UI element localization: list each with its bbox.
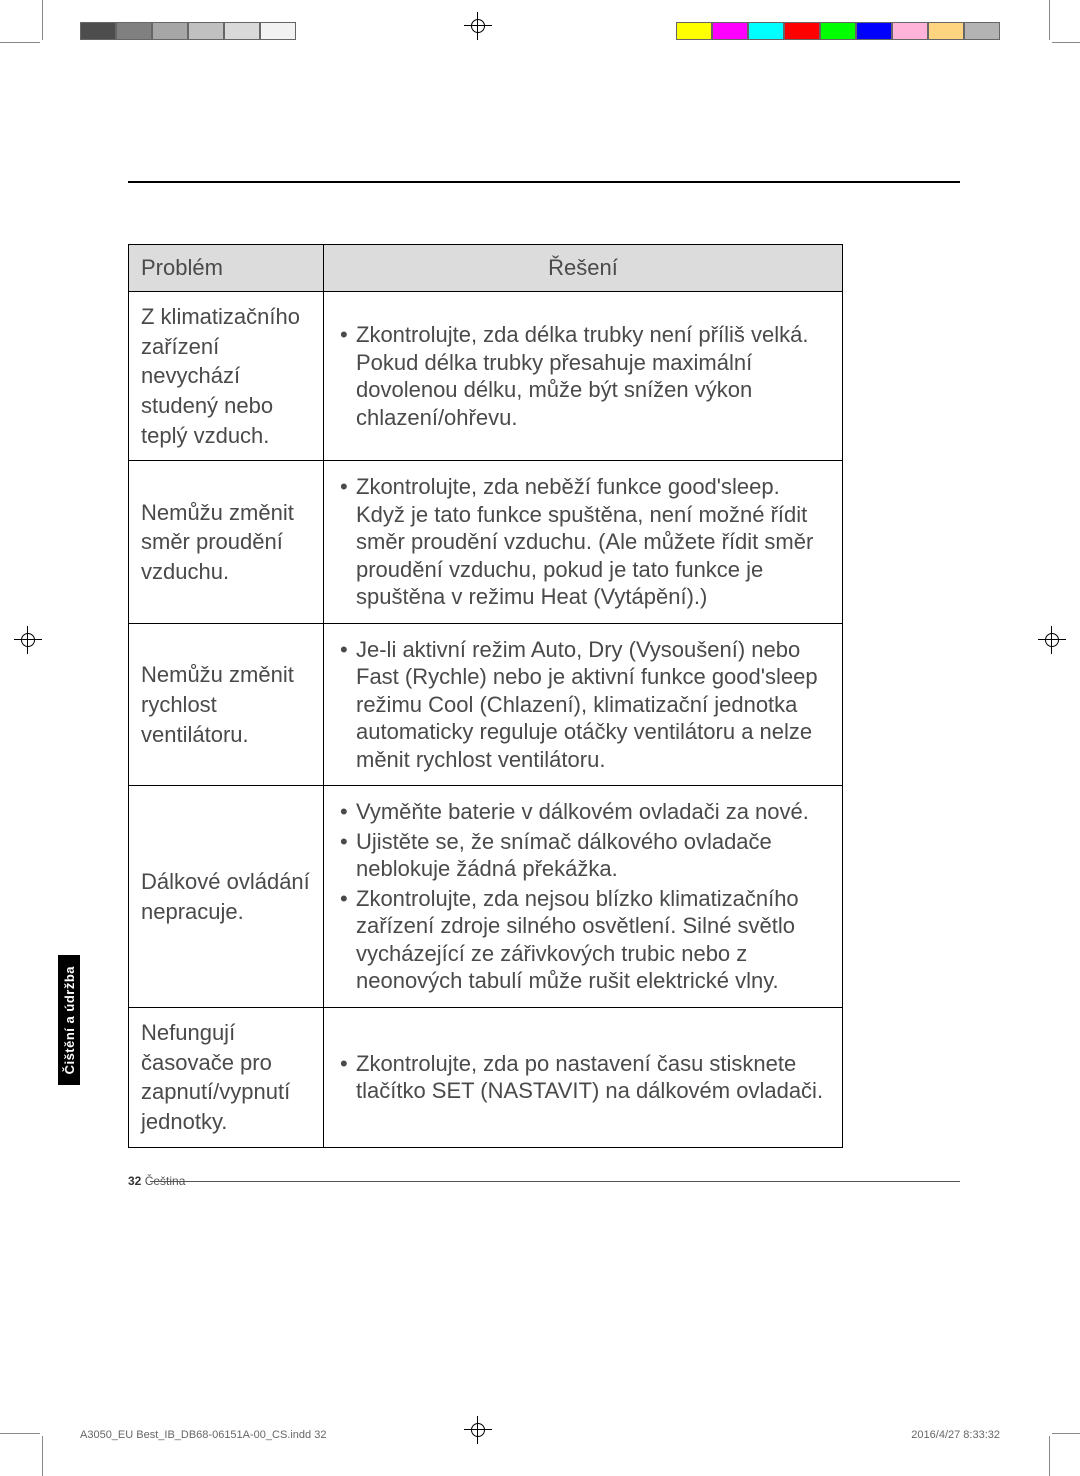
registration-mark-icon [1042, 630, 1062, 650]
registration-mark-icon [468, 16, 488, 36]
problem-cell: Dálkové ovládání nepracuje. [129, 786, 324, 1008]
table-row: Z klimatizačního zařízení nevychází stud… [129, 292, 843, 461]
problem-cell: Nemůžu změnit rychlost ventilátoru. [129, 623, 324, 786]
solution-item: Zkontrolujte, zda délka trubky není příl… [336, 321, 830, 431]
problem-cell: Z klimatizačního zařízení nevychází stud… [129, 292, 324, 461]
header-problem: Problém [129, 245, 324, 292]
footer-timestamp: 2016/4/27 8:33:32 [911, 1429, 1000, 1441]
top-rule [128, 181, 960, 183]
footer-filename: A3050_EU Best_IB_DB68-06151A-00_CS.indd … [80, 1429, 326, 1441]
registration-mark-icon [18, 630, 38, 650]
solution-item: Ujistěte se, že snímač dálkového ovladač… [336, 828, 830, 883]
table-row: Nemůžu změnit směr proudění vzduchu.Zkon… [129, 461, 843, 624]
solution-item: Je-li aktivní režim Auto, Dry (Vysoušení… [336, 636, 830, 774]
solution-item: Vyměňte baterie v dálkovém ovladači za n… [336, 798, 830, 826]
solution-cell: Vyměňte baterie v dálkovém ovladači za n… [324, 786, 843, 1008]
color-swatch [928, 22, 964, 40]
solution-item: Zkontrolujte, zda neběží funkce good'sle… [336, 473, 830, 611]
color-swatch [116, 22, 152, 40]
problem-cell: Nefungují časovače pro zapnutí/vypnutí j… [129, 1007, 324, 1147]
solution-cell: Zkontrolujte, zda délka trubky není příl… [324, 292, 843, 461]
table-row: Dálkové ovládání nepracuje. Vyměňte bater… [129, 786, 843, 1008]
solution-cell: Zkontrolujte, zda neběží funkce good'sle… [324, 461, 843, 624]
header-solution: Řešení [324, 245, 843, 292]
registration-mark-icon [468, 1420, 488, 1440]
color-swatch [676, 22, 712, 40]
color-swatch [260, 22, 296, 40]
side-tab-label: Čištění a údržba [62, 966, 77, 1074]
side-tab: Čištění a údržba [58, 955, 80, 1085]
color-swatch [964, 22, 1000, 40]
color-swatch [820, 22, 856, 40]
table-row: Nefungují časovače pro zapnutí/vypnutí j… [129, 1007, 843, 1147]
solution-item: Zkontrolujte, zda po nastavení času stis… [336, 1050, 830, 1105]
color-bar-left [80, 22, 296, 40]
solution-item: Zkontrolujte, zda nejsou blízko klimatiz… [336, 885, 830, 995]
color-swatch [748, 22, 784, 40]
color-bar-right [676, 22, 1000, 40]
color-swatch [224, 22, 260, 40]
color-swatch [712, 22, 748, 40]
bottom-rule [150, 1181, 960, 1182]
color-swatch [152, 22, 188, 40]
color-swatch [188, 22, 224, 40]
color-swatch [856, 22, 892, 40]
solution-cell: Je-li aktivní režim Auto, Dry (Vysoušení… [324, 623, 843, 786]
troubleshooting-table: Problém Řešení Z klimatizačního zařízení… [128, 244, 843, 1148]
color-swatch [892, 22, 928, 40]
color-swatch [784, 22, 820, 40]
color-swatch [80, 22, 116, 40]
table-row: Nemůžu změnit rychlost ventilátoru.Je-li… [129, 623, 843, 786]
problem-cell: Nemůžu změnit směr proudění vzduchu. [129, 461, 324, 624]
solution-cell: Zkontrolujte, zda po nastavení času stis… [324, 1007, 843, 1147]
